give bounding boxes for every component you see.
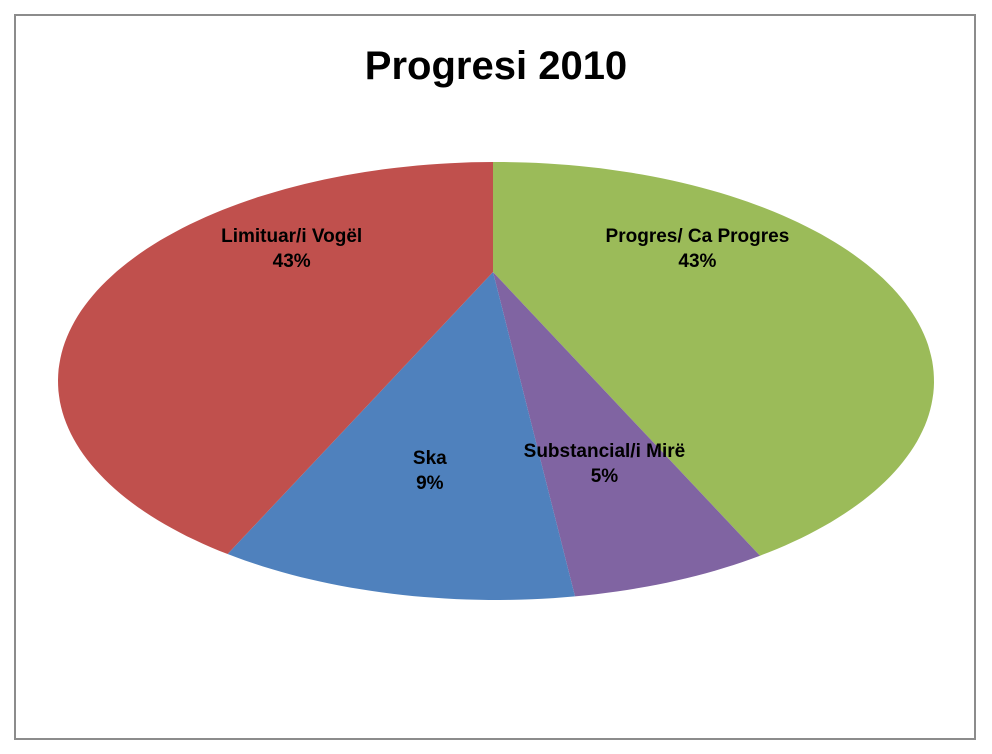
chart-title: Progresi 2010 xyxy=(364,44,628,88)
slice-label: Substancial/i Mirë 5% xyxy=(509,439,699,489)
slice-label: Limituar/i Vogël 43% xyxy=(197,224,387,274)
value-label: 9% xyxy=(416,473,444,495)
category-label: Substancial/i Mirë xyxy=(523,440,686,462)
slice xyxy=(493,272,760,597)
value-label: 43% xyxy=(272,251,311,273)
value-label: 5% xyxy=(590,465,619,487)
slice xyxy=(227,272,575,600)
slice-label: Progres/ Ca Progres 43% xyxy=(602,224,792,274)
category-label: Progres/ Ca Progres xyxy=(605,226,790,248)
slice xyxy=(493,162,934,556)
slice xyxy=(58,162,493,554)
slice-label: Ska 9% xyxy=(335,446,525,496)
category-label: Ska xyxy=(412,448,447,470)
category-label: Limituar/i Vogël xyxy=(221,226,363,248)
value-label: 43% xyxy=(678,251,717,273)
